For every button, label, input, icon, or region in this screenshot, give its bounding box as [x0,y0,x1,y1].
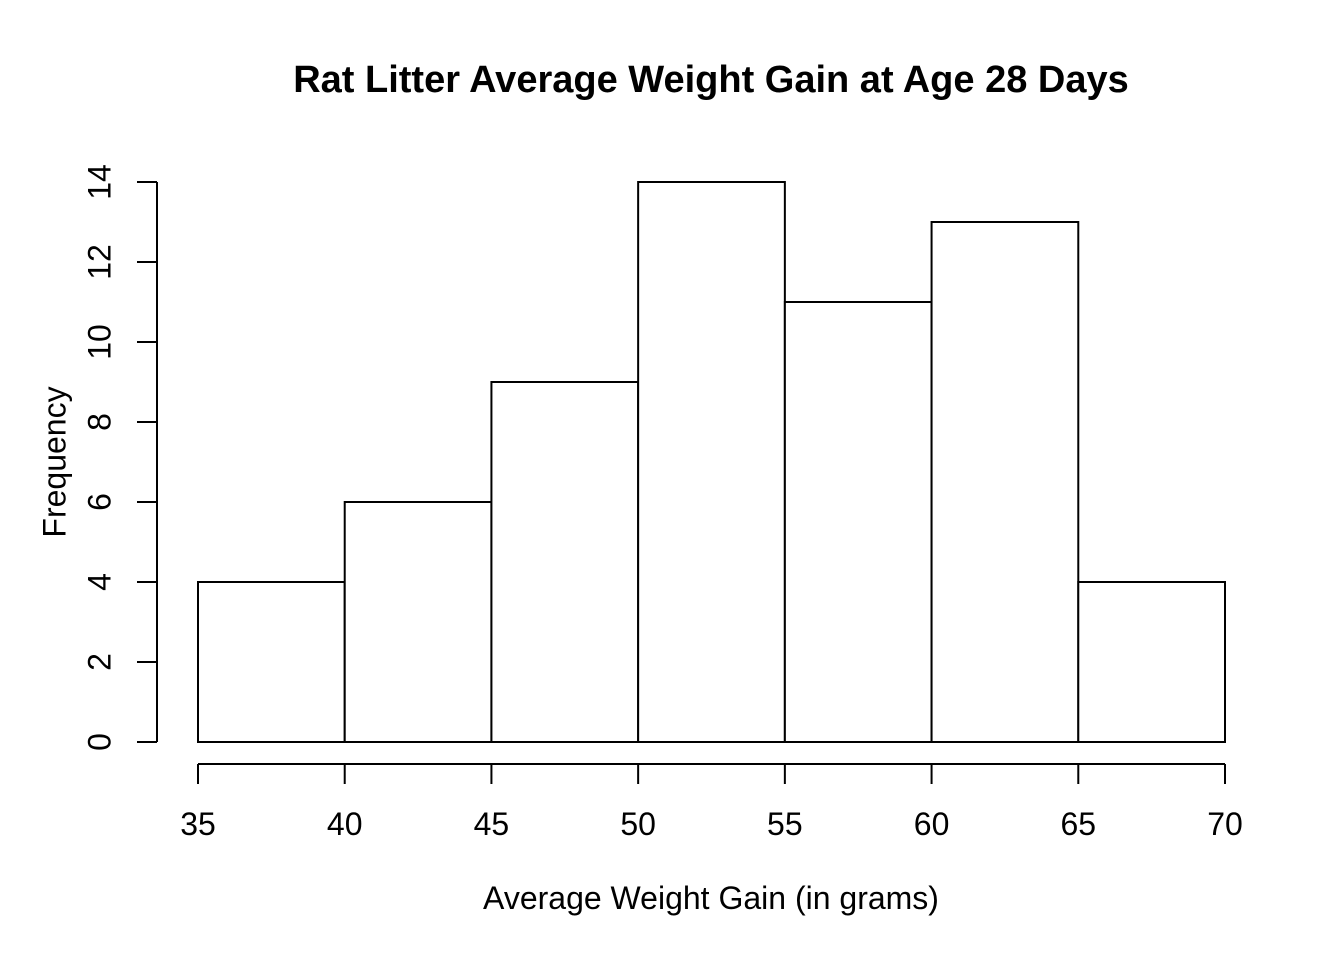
x-tick-label: 50 [620,806,656,842]
x-tick-label: 65 [1060,806,1096,842]
histogram-bar [783,301,933,743]
chart-title: Rat Litter Average Weight Gain at Age 28… [293,59,1129,101]
bars-group [197,181,1227,743]
x-tick-label: 55 [767,806,803,842]
x-tick-label: 60 [914,806,950,842]
y-tick-label: 0 [82,733,118,751]
y-tick-label: 8 [82,413,118,431]
y-tick-label: 6 [82,493,118,511]
y-tick-label: 14 [82,164,118,200]
y-axis: 0 2 4 6 8 10 12 14 [82,164,158,751]
histogram-bar [197,581,346,743]
x-tick-label: 70 [1207,806,1243,842]
histogram-bar [343,501,493,743]
x-tick-label: 35 [180,806,216,842]
histogram-bar [637,181,786,743]
histogram-bar [930,221,1080,743]
y-tick-label: 12 [82,244,118,280]
y-tick-label: 10 [82,324,118,360]
y-axis-title: Frequency [37,386,73,537]
x-tick-label: 45 [474,806,510,842]
histogram-bar [490,381,640,743]
x-axis: 35 40 45 50 55 60 65 70 [180,763,1243,842]
y-tick-label: 2 [82,653,118,671]
histogram-bar [1077,581,1227,743]
x-axis-title: Average Weight Gain (in grams) [483,880,939,916]
x-tick-label: 40 [327,806,363,842]
y-tick-label: 4 [82,573,118,591]
